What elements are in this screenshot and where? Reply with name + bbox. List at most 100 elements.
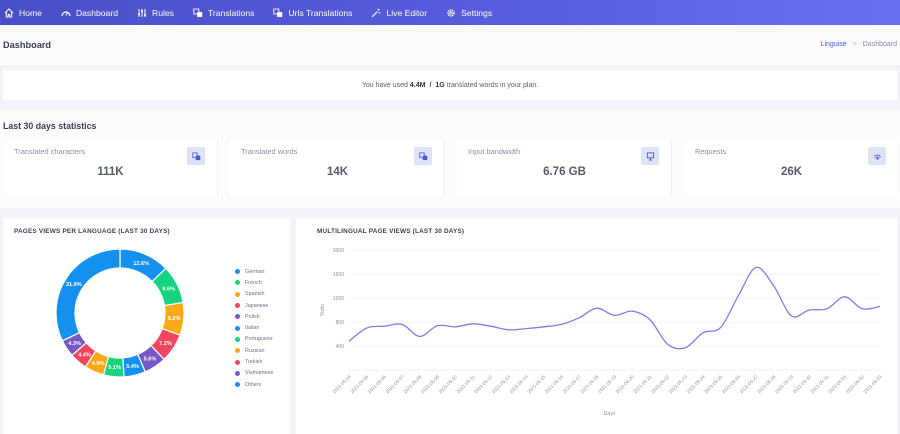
monitor-icon: [646, 151, 654, 161]
legend-color-swatch: [235, 370, 240, 376]
stat-label: Requests: [695, 147, 727, 156]
legend-item-japanese[interactable]: Japanese: [235, 300, 273, 311]
nav-home-label: Home: [19, 7, 42, 18]
breadcrumb-home-link[interactable]: Linguise: [820, 41, 847, 48]
y-tick-label: 800: [336, 320, 345, 326]
stat-card-requests: Requests 26K: [684, 140, 899, 196]
legend-label: Polish: [245, 313, 260, 320]
y-tick-label: 2000: [333, 248, 344, 254]
stat-value: 111K: [97, 166, 124, 178]
pie-slice-label: 5.4%: [126, 364, 139, 370]
breadcrumb-separator: >: [852, 41, 857, 48]
nav-translations[interactable]: Translations: [193, 8, 254, 18]
pie-slice-label: 4.4%: [78, 352, 91, 358]
legend-color-swatch: [235, 269, 240, 275]
usage-banner: You have used 4.4M/1G translated words i…: [3, 70, 897, 100]
stat-icon-button[interactable]: [641, 147, 659, 165]
legend-color-swatch: [235, 280, 240, 286]
legend-color-swatch: [235, 303, 240, 309]
legend-color-swatch: [235, 336, 240, 342]
legend-label: Turkish: [245, 359, 263, 366]
legend-label: Russian: [245, 347, 265, 354]
home-icon: [4, 7, 14, 17]
pie-slice-label: 4.9%: [92, 361, 105, 367]
nav-settings[interactable]: Settings: [446, 8, 492, 18]
page-views-line-panel: MULTILINGUAL PAGE VIEWS (LAST 30 DAYS) 4…: [296, 218, 897, 434]
stats-section: Last 30 days statistics Translated chara…: [0, 110, 900, 208]
y-tick-label: 1600: [333, 272, 344, 278]
x-axis-label: Days: [604, 411, 616, 417]
usage-used: 4.4M: [409, 81, 426, 89]
stat-icon-button[interactable]: [868, 147, 886, 165]
legend-color-swatch: [235, 314, 240, 320]
nav-rules[interactable]: Rules: [137, 8, 174, 18]
usage-suffix: translated words in your plan.: [446, 81, 539, 89]
stat-label: Translated words: [241, 147, 298, 156]
nav-dashboard[interactable]: Dashboard: [61, 8, 118, 18]
legend-item-polish[interactable]: Polish: [235, 311, 273, 322]
legend-item-german[interactable]: German: [235, 266, 273, 277]
stat-card-input-bandwidth: Input bandwidth 6.76 GB: [457, 140, 672, 196]
legend-item-vietnamese[interactable]: Vietnamese: [235, 368, 273, 379]
stat-card-translated-words: Translated words 14K: [230, 140, 445, 196]
nav-urls-translations[interactable]: Urls Translations: [273, 8, 352, 18]
legend-item-portuguese[interactable]: Portuguese: [235, 334, 273, 345]
language-donut-chart: 12.6% 9.6% 8.2% 7.2% 5.6% 5.4% 5.1%4.9%4.4% 4.3…: [55, 248, 185, 378]
legend-label: Japanese: [245, 302, 269, 309]
usage-slash: /: [429, 81, 432, 89]
translate-icon: [273, 8, 283, 17]
page-views-line-chart: 4008001200160020002021-05-042021-05-0520…: [320, 248, 883, 417]
legend-label: Spanish: [245, 291, 265, 298]
pie-slice-label: 8.2%: [168, 316, 181, 322]
breadcrumb-current: Dashboard: [862, 41, 897, 48]
legend-label: Italian: [245, 325, 260, 332]
breadcrumb: Linguise > Dashboard: [821, 41, 897, 48]
legend-item-spanish[interactable]: Spanish: [235, 289, 273, 300]
nav-live-editor[interactable]: Live Editor: [371, 8, 427, 18]
pie-slice-label: 9.6%: [162, 286, 175, 292]
legend-item-italian[interactable]: Italian: [235, 322, 273, 333]
pie-slice-label: 7.2%: [159, 341, 172, 347]
legend-label: German: [245, 268, 265, 275]
pie-slice-others[interactable]: [55, 248, 121, 342]
sliders-icon: [137, 8, 146, 17]
stat-label: Input bandwidth: [468, 147, 521, 156]
pie-slice-label: 5.6%: [144, 357, 157, 363]
legend-label: French: [245, 279, 262, 286]
translate-icon: [193, 8, 203, 17]
stat-icon-button[interactable]: [187, 147, 205, 165]
usage-prefix: You have used: [361, 81, 408, 89]
stat-value: 14K: [326, 166, 349, 178]
pie-chart-title: PAGES VIEWS PER LANGUAGE (LAST 30 DAYS): [14, 228, 170, 235]
legend-color-swatch: [235, 348, 240, 354]
page-views-series-line[interactable]: [348, 266, 881, 350]
translate-icon: [418, 151, 427, 160]
legend-item-russian[interactable]: Russian: [235, 345, 273, 356]
legend-item-turkish[interactable]: Turkish: [235, 356, 273, 367]
nav-dashboard-label: Dashboard: [75, 7, 118, 18]
top-navigation: Home Dashboard Rules Translations Urls T…: [0, 0, 900, 25]
stat-value: 6.76 GB: [543, 166, 586, 178]
pie-slice-label: 12.6%: [133, 261, 149, 267]
stat-icon-button[interactable]: [414, 147, 432, 165]
nav-home[interactable]: Home: [4, 8, 42, 18]
language-pie-panel: PAGES VIEWS PER LANGUAGE (LAST 30 DAYS) …: [3, 218, 290, 434]
stat-card-translated-characters: Translated characters 111K: [3, 140, 218, 196]
nav-rules-label: Rules: [151, 7, 174, 18]
nav-urls-translations-label: Urls Translations: [288, 7, 353, 18]
pie-slice-label: 5.1%: [108, 365, 121, 371]
legend-item-french[interactable]: French: [235, 277, 273, 288]
legend-item-others[interactable]: Others: [235, 379, 273, 390]
y-tick-label: 400: [336, 344, 345, 350]
nav-live-editor-label: Live Editor: [386, 7, 428, 18]
nav-settings-label: Settings: [461, 7, 493, 18]
legend-label: Others: [245, 381, 262, 388]
legend-label: Portuguese: [245, 336, 273, 343]
y-tick-label: 1200: [333, 296, 344, 302]
pie-slice-label: 31.9%: [66, 282, 82, 288]
usage-total: 1G: [435, 81, 445, 89]
legend-color-swatch: [235, 291, 240, 297]
page-title: Dashboard: [3, 40, 51, 50]
gauge-icon: [61, 10, 71, 16]
pie-legend: German French Spanish Japanese Polish Italian…: [235, 266, 273, 390]
